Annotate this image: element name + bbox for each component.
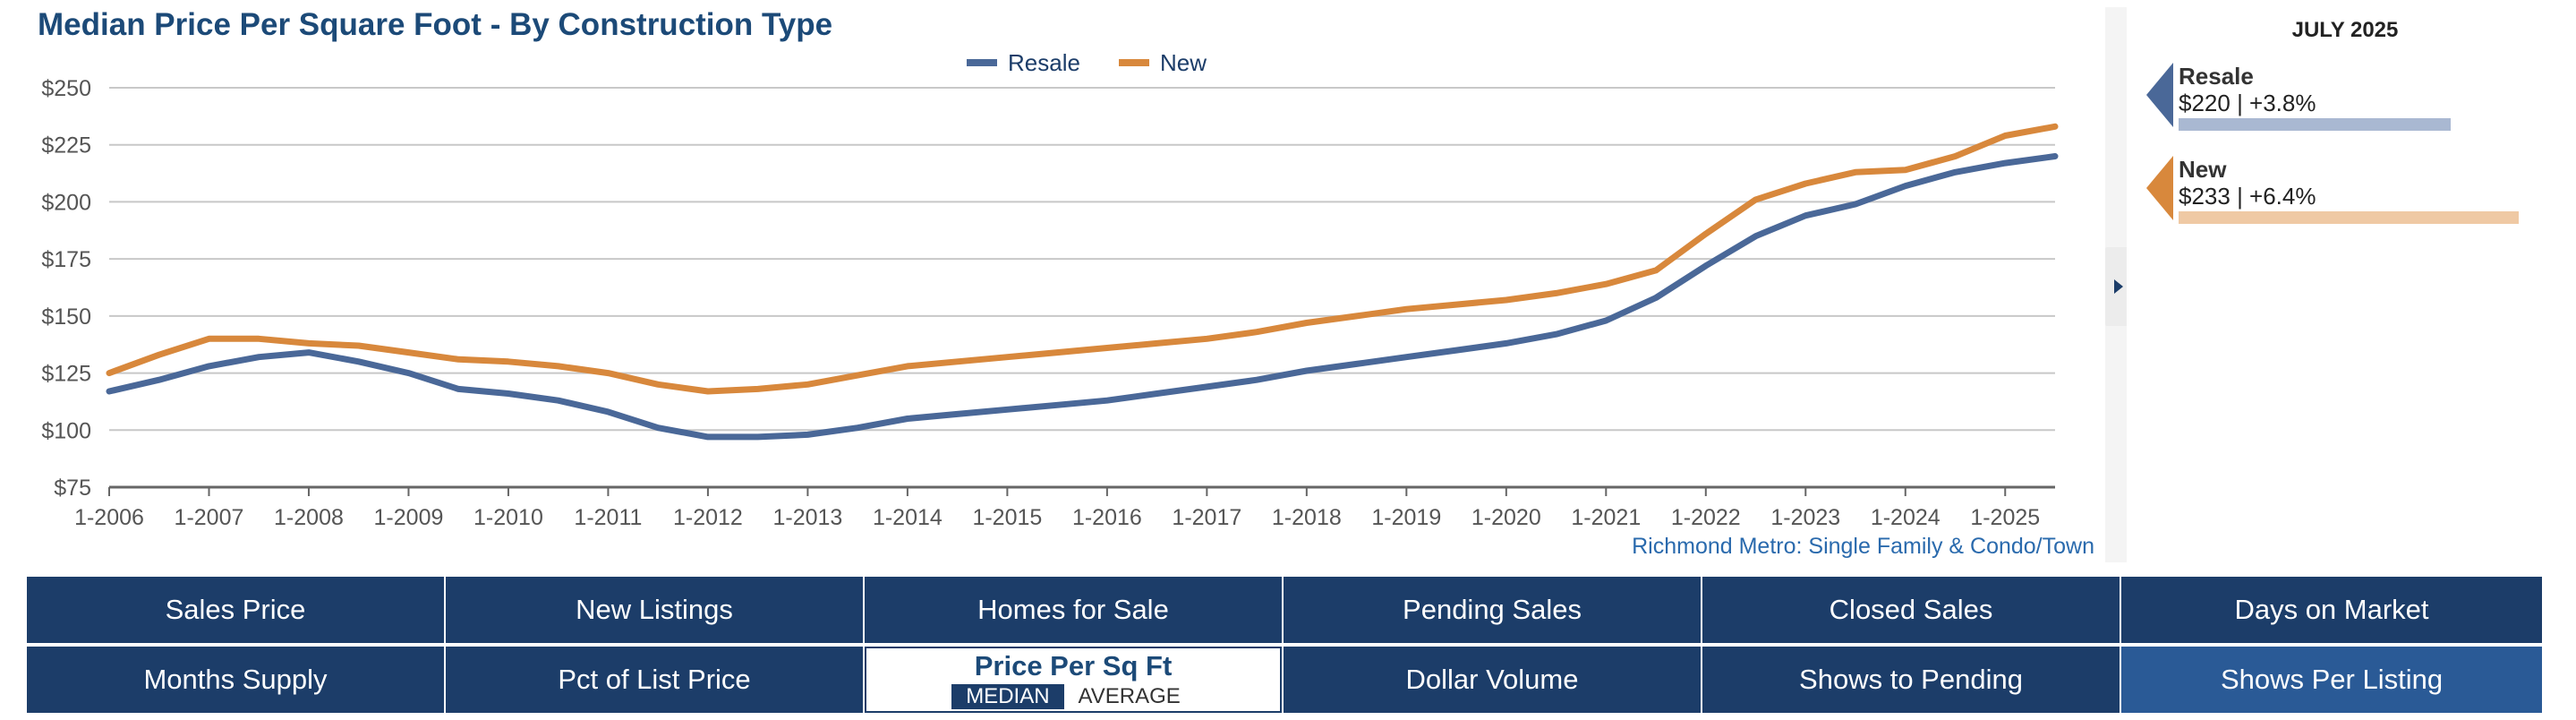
summary-item-bar xyxy=(2179,211,2519,224)
summary-item-resale: Resale $220 | +3.8% xyxy=(2127,63,2563,143)
line-chart: $250 $225 $200 $175 $150 $125 $100 $75 1-2006 1-2… xyxy=(41,49,2094,559)
tile-days-on-market[interactable]: Days on Market xyxy=(2121,577,2542,643)
tile-closed-sales[interactable]: Closed Sales xyxy=(1702,577,2120,643)
x-tick-label: 1-2012 xyxy=(673,505,743,530)
tile-title: Price Per Sq Ft xyxy=(974,650,1173,681)
tile-shows-to-pending[interactable]: Shows to Pending xyxy=(1702,647,2120,713)
tile-months-supply[interactable]: Months Supply xyxy=(27,647,444,713)
y-tick-label: $125 xyxy=(41,362,91,387)
chevron-right-icon xyxy=(2114,279,2123,294)
tile-pct-of-list-price[interactable]: Pct of List Price xyxy=(446,647,863,713)
collapse-panel-button[interactable] xyxy=(2105,247,2130,326)
series-line-resale xyxy=(106,153,2059,441)
tile-sales-price[interactable]: Sales Price xyxy=(27,577,444,643)
x-tick-label: 1-2017 xyxy=(1172,505,1241,530)
y-tick-label: $100 xyxy=(41,418,91,443)
x-tick-label: 1-2007 xyxy=(175,505,244,530)
tile-dollar-volume[interactable]: Dollar Volume xyxy=(1284,647,1701,713)
x-tick-label: 1-2023 xyxy=(1770,505,1840,530)
x-tick-label: 1-2025 xyxy=(1970,505,2040,530)
x-tick-label: 1-2014 xyxy=(873,505,943,530)
summary-item-value: $220 | +3.8% xyxy=(2179,90,2316,116)
median-average-toggle: MEDIAN AVERAGE xyxy=(951,684,1195,709)
chart-footnote: Richmond Metro: Single Family & Condo/To… xyxy=(1632,534,2094,559)
tile-price-per-sq-ft[interactable]: Price Per Sq Ft MEDIAN AVERAGE xyxy=(865,647,1282,713)
tile-shows-per-listing[interactable]: Shows Per Listing xyxy=(2121,647,2542,713)
x-tick-label: 1-2008 xyxy=(274,505,344,530)
chart-title: Median Price Per Square Foot - By Constr… xyxy=(38,7,833,42)
tile-new-listings[interactable]: New Listings xyxy=(446,577,863,643)
x-tick-label: 1-2016 xyxy=(1072,505,1142,530)
series-line-new xyxy=(106,123,2059,395)
tile-homes-for-sale[interactable]: Homes for Sale xyxy=(865,577,1282,643)
left-arrow-icon xyxy=(2146,63,2173,127)
x-tick-label: 1-2020 xyxy=(1471,505,1541,530)
x-tick-label: 1-2022 xyxy=(1671,505,1741,530)
x-tick-label: 1-2024 xyxy=(1871,505,1941,530)
y-tick-label: $200 xyxy=(41,190,91,215)
y-tick-label: $75 xyxy=(54,476,91,501)
summary-item-bar xyxy=(2179,118,2451,131)
left-arrow-icon xyxy=(2146,156,2173,220)
x-tick-label: 1-2010 xyxy=(473,505,543,530)
y-tick-label: $250 xyxy=(41,76,91,101)
median-option[interactable]: MEDIAN xyxy=(951,684,1064,709)
summary-month: JULY 2025 xyxy=(2291,18,2399,42)
x-tick-label: 1-2006 xyxy=(74,505,144,530)
metric-tiles: Sales Price New Listings Homes for Sale … xyxy=(27,577,2542,716)
summary-item-name: New xyxy=(2179,156,2227,183)
y-tick-label: $175 xyxy=(41,247,91,272)
x-tick-label: 1-2019 xyxy=(1371,505,1441,530)
legend-label: Resale xyxy=(1008,49,1080,76)
x-tick-label: 1-2013 xyxy=(772,505,842,530)
summary-item-new: New $233 | +6.4% xyxy=(2127,156,2563,236)
x-tick-label: 1-2015 xyxy=(972,505,1042,530)
tile-pending-sales[interactable]: Pending Sales xyxy=(1284,577,1701,643)
y-tick-label: $225 xyxy=(41,133,91,159)
summary-item-value: $233 | +6.4% xyxy=(2179,183,2316,210)
x-tick-label: 1-2021 xyxy=(1571,505,1641,530)
average-option[interactable]: AVERAGE xyxy=(1078,684,1181,708)
y-tick-label: $150 xyxy=(41,304,91,330)
summary-item-name: Resale xyxy=(2179,63,2254,90)
x-tick-label: 1-2018 xyxy=(1272,505,1342,530)
summary-panel: JULY 2025 Resale $220 | +3.8% New $233 |… xyxy=(2127,7,2563,562)
legend-label: New xyxy=(1160,49,1207,76)
x-tick-label: 1-2009 xyxy=(374,505,444,530)
x-tick-label: 1-2011 xyxy=(574,505,642,530)
